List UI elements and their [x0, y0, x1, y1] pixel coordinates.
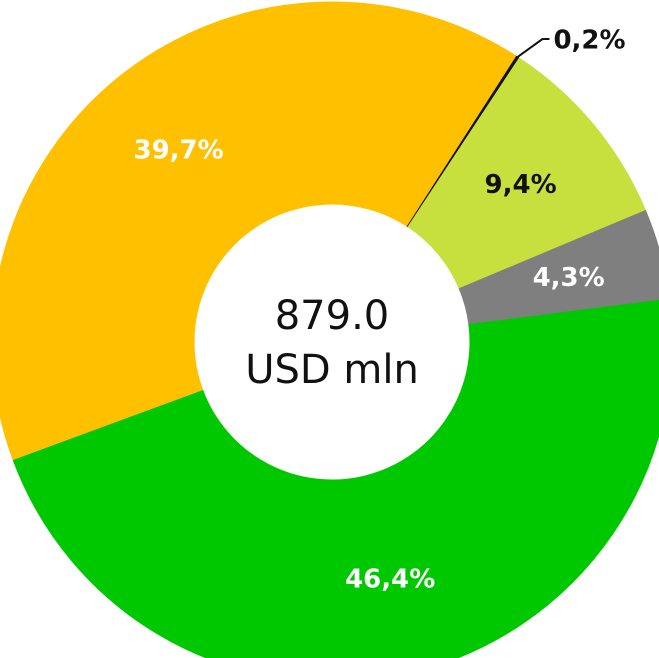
slice-label: 0,2% — [553, 26, 625, 56]
slice-label: 46,4% — [345, 564, 435, 594]
slice — [407, 57, 647, 290]
slice-label: 39,7% — [134, 135, 224, 165]
center-value: 879.0 — [275, 293, 390, 339]
slice — [458, 209, 659, 326]
slice — [12, 299, 659, 658]
center-unit: USD mln — [245, 347, 419, 393]
leader-line — [428, 38, 550, 194]
slice — [0, 1, 517, 461]
slice-label: 4,3% — [533, 263, 605, 293]
slice-label: 9,4% — [485, 170, 557, 200]
